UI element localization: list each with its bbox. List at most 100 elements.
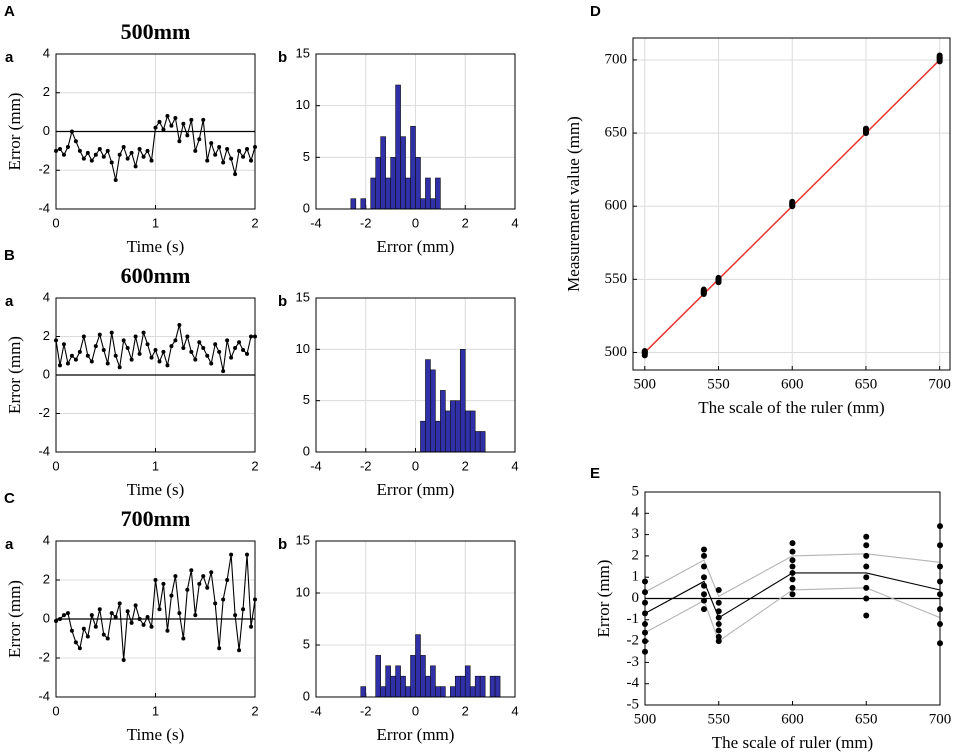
y-tick-label: 15 — [296, 289, 310, 304]
x-tick-label: 1 — [152, 215, 159, 230]
bar — [479, 675, 486, 698]
y-tick-label: 0 — [632, 590, 640, 606]
y-tick-label: 2 — [43, 328, 50, 343]
bar — [450, 686, 456, 698]
data-point — [221, 597, 226, 602]
y-tick-label: -4 — [38, 443, 50, 458]
x-tick-label: 4 — [511, 703, 518, 718]
bar — [420, 420, 426, 453]
data-point — [936, 52, 943, 59]
data-point — [65, 145, 70, 149]
y-axis-title: Error (mm) — [594, 560, 613, 638]
data-point — [181, 636, 186, 641]
x-tick-label: 2 — [251, 703, 258, 718]
data-point — [113, 353, 118, 358]
bar — [425, 675, 431, 698]
data-point — [173, 574, 178, 579]
data-point — [157, 607, 162, 612]
x-tick-label: 600 — [781, 711, 804, 727]
bar — [360, 686, 367, 698]
data-point — [209, 570, 214, 575]
data-point — [113, 615, 118, 620]
bar — [454, 675, 461, 698]
y-tick-label: 2 — [632, 547, 640, 563]
x-tick-label: 0 — [52, 458, 59, 473]
x-tick-label: 2 — [251, 458, 258, 473]
x-tick-label: -2 — [360, 703, 372, 718]
data-point — [197, 340, 202, 345]
data-point — [245, 351, 250, 356]
data-point — [145, 342, 150, 347]
data-point — [173, 338, 178, 343]
bar — [474, 675, 481, 698]
data-point — [61, 613, 66, 618]
data-point — [715, 614, 722, 621]
x-tick-label: 2 — [251, 215, 258, 230]
plot-frame — [55, 540, 256, 698]
bar — [435, 177, 441, 210]
data-point — [249, 624, 254, 629]
bar — [440, 686, 446, 698]
y-tick-label: 1 — [632, 569, 640, 585]
data-point — [789, 576, 796, 583]
data-point — [863, 584, 870, 591]
subpanel-label: a — [5, 536, 14, 553]
data-point — [789, 548, 796, 555]
data-point — [125, 156, 130, 161]
data-point — [141, 330, 146, 335]
data-point — [177, 139, 182, 144]
data-point — [701, 582, 707, 589]
bar — [425, 359, 431, 453]
chart-title: 600mm — [121, 263, 191, 288]
data-point — [73, 139, 78, 144]
data-point — [161, 581, 166, 586]
y-tick-label: 2 — [43, 84, 50, 99]
bar — [380, 136, 386, 210]
data-point — [109, 160, 114, 165]
data-point — [97, 332, 102, 337]
subpanel-label: b — [278, 293, 287, 310]
data-point — [789, 569, 796, 576]
y-tick-label: 10 — [296, 584, 310, 599]
y-tick-label: 0 — [303, 688, 310, 703]
data-point — [85, 150, 90, 155]
series-line — [644, 553, 941, 598]
data-point — [789, 557, 796, 564]
bar — [479, 431, 486, 453]
data-point — [149, 355, 154, 360]
data-point — [233, 172, 238, 177]
y-tick-label: 0 — [43, 610, 50, 625]
data-point — [77, 148, 82, 153]
data-point — [161, 127, 166, 132]
bar — [469, 410, 476, 453]
data-point — [789, 591, 796, 598]
data-point — [863, 552, 870, 559]
panel-label: E — [590, 465, 600, 482]
data-point — [205, 353, 210, 358]
subpanel-label: b — [278, 536, 287, 553]
data-point — [77, 646, 82, 651]
data-point — [789, 563, 796, 570]
bar — [410, 126, 416, 210]
data-point — [153, 125, 158, 130]
x-tick-label: -4 — [310, 458, 322, 473]
bar — [390, 675, 396, 698]
bar — [350, 198, 357, 210]
plot-frame — [55, 53, 256, 210]
x-tick-label: 700 — [928, 376, 951, 392]
data-point — [129, 357, 134, 362]
data-point — [149, 158, 154, 163]
data-point — [789, 584, 796, 591]
data-point — [61, 342, 66, 347]
data-point — [129, 150, 134, 155]
data-point — [189, 568, 194, 573]
x-tick-label: -4 — [310, 703, 322, 718]
bar — [464, 410, 471, 453]
data-point — [61, 152, 66, 157]
x-axis-title: Error (mm) — [377, 480, 455, 499]
x-axis-title: Time (s) — [127, 480, 184, 499]
x-tick-label: 2 — [462, 215, 469, 230]
data-point — [93, 152, 98, 157]
x-tick-label: 0 — [412, 215, 419, 230]
data-point — [189, 117, 194, 122]
